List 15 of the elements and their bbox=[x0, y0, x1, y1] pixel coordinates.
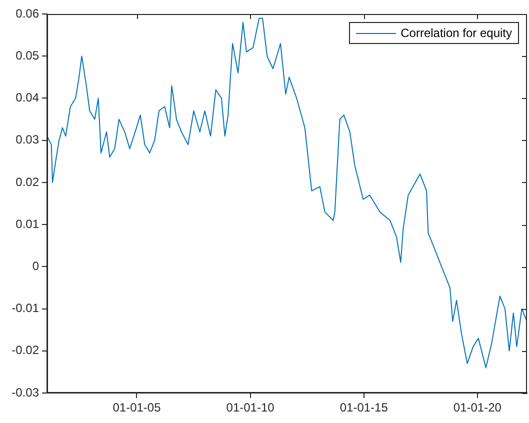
x-tick-label: 01-01-10 bbox=[226, 400, 275, 415]
y-tick-label: -0.02 bbox=[12, 343, 40, 358]
y-tick-label: 0.03 bbox=[16, 132, 40, 147]
y-tick-label: 0.02 bbox=[16, 174, 40, 189]
y-tick-label: -0.01 bbox=[12, 301, 40, 316]
y-tick-label: 0.06 bbox=[16, 6, 40, 20]
y-tick-label: 0.01 bbox=[16, 216, 40, 231]
legend-label: Correlation for equity bbox=[400, 26, 512, 40]
y-tick-label: -0.03 bbox=[12, 385, 40, 400]
y-tick-label: 0.04 bbox=[16, 90, 40, 105]
x-tick-label: 01-01-05 bbox=[112, 400, 162, 415]
x-tick-label: 01-01-15 bbox=[340, 400, 388, 415]
y-tick-label: 0.05 bbox=[16, 48, 40, 62]
y-tick-label: 0 bbox=[32, 258, 40, 273]
x-tick-label: 01-01-20 bbox=[453, 400, 502, 415]
